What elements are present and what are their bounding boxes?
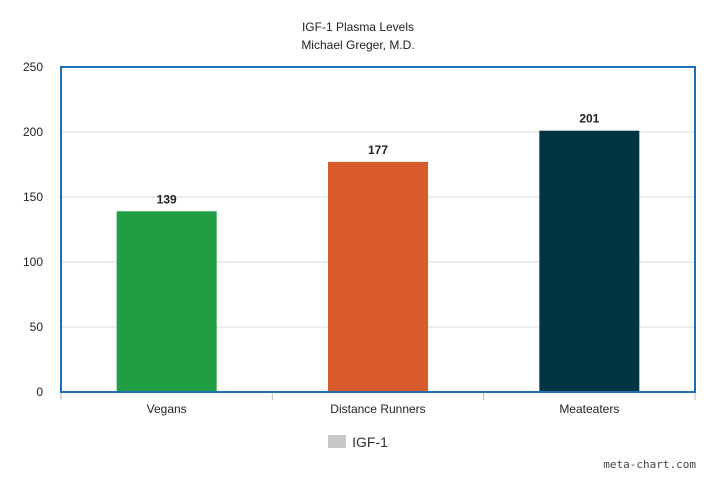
legend-label: IGF-1: [352, 434, 388, 450]
data-label: 139: [157, 192, 177, 206]
legend-swatch: [328, 435, 347, 448]
y-tick-label: 100: [23, 255, 43, 269]
chart-title: IGF-1 Plasma Levels: [301, 20, 415, 34]
data-label: 201: [579, 112, 599, 126]
x-tick-label: Meateaters: [559, 402, 619, 416]
bar: [539, 130, 640, 392]
x-tick-label: Vegans: [147, 402, 187, 416]
chart-subtitle: Michael Greger, M.D.: [301, 38, 415, 52]
y-tick-label: 250: [23, 60, 43, 74]
data-label: 177: [368, 143, 388, 157]
legend: IGF-1: [0, 434, 716, 450]
y-tick-label: 200: [23, 125, 43, 139]
y-tick-label: 0: [36, 385, 43, 399]
plot-frame: [60, 66, 696, 393]
y-tick-label: 50: [30, 320, 44, 334]
bar: [328, 161, 428, 392]
y-tick-label: 150: [23, 190, 43, 204]
watermark: meta-chart.com: [603, 458, 696, 471]
bar: [116, 211, 217, 392]
x-tick-label: Distance Runners: [330, 402, 425, 416]
